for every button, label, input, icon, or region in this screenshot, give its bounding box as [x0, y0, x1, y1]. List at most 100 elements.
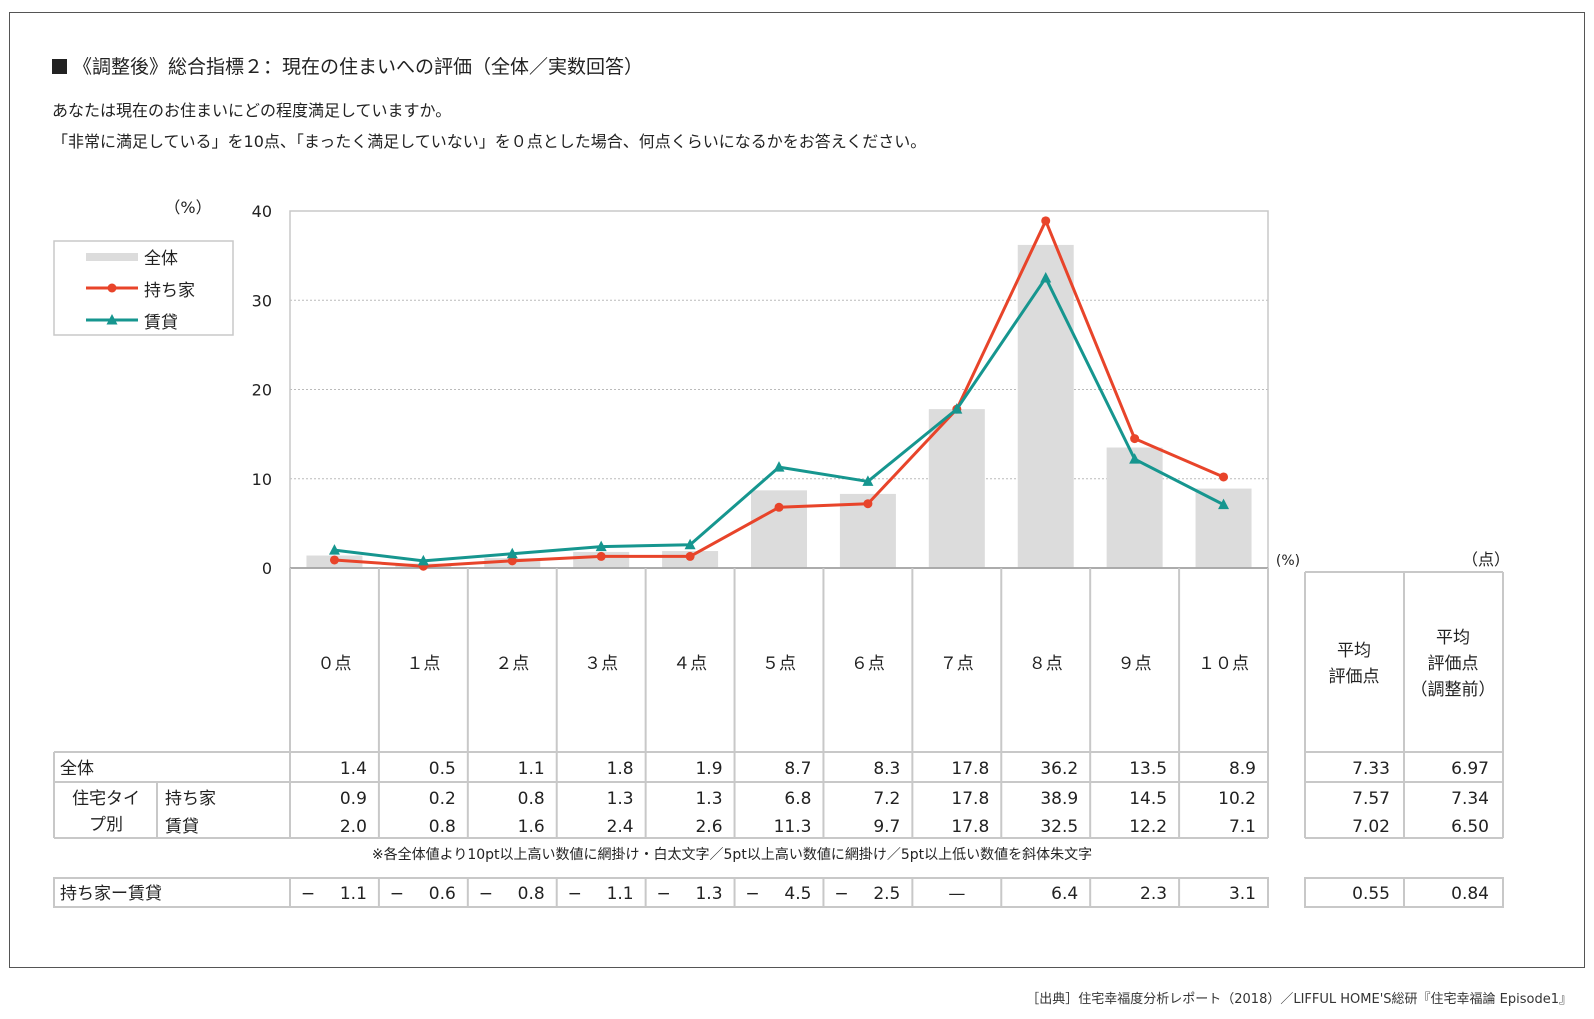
- question-line-1: あなたは現在のお住まいにどの程度満足していますか。: [52, 101, 452, 120]
- diff-value: 0.6: [429, 884, 456, 904]
- diff-value: 6.4: [1051, 884, 1078, 904]
- row-label-owner: 持ち家: [165, 789, 216, 809]
- category-header: ２点: [495, 654, 529, 674]
- category-header: ９点: [1118, 654, 1152, 674]
- avg-value: 7.33: [1352, 759, 1390, 779]
- value-owner: 0.9: [340, 789, 367, 809]
- point-owner: [685, 551, 695, 561]
- square-bullet-icon: [52, 59, 67, 74]
- point-owner: [863, 499, 873, 509]
- diff-value: 2.5: [873, 884, 900, 904]
- y-tick-label: 0: [262, 559, 272, 578]
- y-tick-label: 30: [252, 291, 272, 310]
- legend-marker-renter: [106, 314, 118, 325]
- value-renter: 9.7: [873, 817, 900, 837]
- value-overall: 8.3: [873, 759, 900, 779]
- value-renter: 17.8: [951, 817, 989, 837]
- value-overall: 1.4: [340, 759, 367, 779]
- avg-value: 7.02: [1352, 817, 1390, 837]
- value-renter: 2.6: [695, 817, 722, 837]
- diff-sign: −: [745, 884, 759, 904]
- point-owner: [596, 551, 606, 561]
- value-overall: 1.9: [695, 759, 722, 779]
- value-overall: 36.2: [1040, 759, 1078, 779]
- value-owner: 0.2: [429, 789, 456, 809]
- diff-value: 1.1: [607, 884, 634, 904]
- source-citation: ［出典］住宅幸福度分析レポート（2018）／LIFFUL HOME'S総研『住宅…: [1026, 992, 1572, 1007]
- pt-unit-label: （点）: [1462, 550, 1510, 569]
- y-unit-label: （%）: [164, 198, 211, 217]
- value-renter: 2.4: [607, 817, 634, 837]
- point-owner: [1041, 216, 1051, 226]
- category-header: ８点: [1029, 654, 1063, 674]
- category-header: ７点: [940, 654, 974, 674]
- value-overall: 8.7: [784, 759, 811, 779]
- pct-unit-label: (%): [1276, 553, 1300, 569]
- value-owner: 6.8: [784, 789, 811, 809]
- row-label-renter: 賃貸: [165, 817, 199, 837]
- diff-value: 3.1: [1229, 884, 1256, 904]
- point-renter: [862, 475, 874, 486]
- avg-pre-value: 6.50: [1451, 817, 1489, 837]
- point-renter: [506, 547, 518, 559]
- avg-header: 評価点: [1329, 667, 1380, 687]
- chart-frame: [9, 12, 1585, 968]
- legend-label-renter: 賃貸: [144, 313, 178, 333]
- diff-avg-value: 0.55: [1352, 884, 1390, 904]
- value-overall: 13.5: [1129, 759, 1167, 779]
- point-owner: [329, 555, 339, 565]
- value-overall: 0.5: [429, 759, 456, 779]
- bar-overall: [1017, 244, 1074, 569]
- diff-value: 1.1: [340, 884, 367, 904]
- value-renter: 2.0: [340, 817, 367, 837]
- legend-label-owner: 持ち家: [144, 281, 195, 301]
- avg-pre-value: 7.34: [1451, 789, 1489, 809]
- value-renter: 7.1: [1229, 817, 1256, 837]
- category-header: １０点: [1198, 654, 1249, 674]
- bar-overall: [751, 490, 807, 568]
- value-renter: 32.5: [1040, 817, 1078, 837]
- value-overall: 17.8: [951, 759, 989, 779]
- legend-swatch-overall: [86, 253, 138, 261]
- value-renter: 1.6: [518, 817, 545, 837]
- diff-sign: −: [390, 884, 404, 904]
- category-header: ４点: [673, 654, 707, 674]
- row-label-overall: 全体: [60, 759, 94, 779]
- diff-value: 0.8: [518, 884, 545, 904]
- diff-value: 1.3: [695, 884, 722, 904]
- y-tick-label: 20: [252, 381, 272, 400]
- table-note: ※各全体値より10pt以上高い数値に網掛け・白太文字／5pt以上高い数値に網掛け…: [372, 846, 1092, 863]
- value-overall: 1.8: [607, 759, 634, 779]
- point-owner: [774, 502, 784, 512]
- point-renter: [417, 554, 429, 566]
- point-owner: [507, 556, 517, 566]
- value-owner: 0.8: [518, 789, 545, 809]
- avg-pre-header: 平均: [1436, 628, 1470, 648]
- chart-title: 《調整後》総合指標２：現在の住まいへの評価（全体／実数回答）: [52, 52, 643, 79]
- question-line-2: 「非常に満足している」を10点、「まったく満足していない」を０点とした場合、何点…: [52, 132, 927, 151]
- diff-value: 2.3: [1140, 884, 1167, 904]
- category-header: １点: [406, 654, 440, 674]
- avg-header: 平均: [1337, 641, 1371, 661]
- value-owner: 1.3: [695, 789, 722, 809]
- value-overall: 8.9: [1229, 759, 1256, 779]
- point-renter: [684, 538, 696, 550]
- point-renter: [328, 544, 340, 555]
- value-owner: 17.8: [951, 789, 989, 809]
- diff-value: 4.5: [784, 884, 811, 904]
- point-renter: [1218, 498, 1230, 510]
- diff-value: —: [948, 884, 965, 904]
- diff-avg-pre-value: 0.84: [1451, 884, 1489, 904]
- value-owner: 10.2: [1218, 789, 1256, 809]
- bar-overall: [1106, 447, 1163, 568]
- point-renter: [1040, 271, 1052, 283]
- diff-sign: −: [568, 884, 582, 904]
- value-renter: 0.8: [429, 817, 456, 837]
- category-header: ６点: [851, 654, 885, 674]
- row-group-label: 住宅タイ: [72, 789, 140, 809]
- row-group-label: プ別: [89, 815, 123, 835]
- legend-box: [53, 240, 234, 336]
- point-renter: [951, 403, 963, 414]
- value-renter: 11.3: [774, 817, 812, 837]
